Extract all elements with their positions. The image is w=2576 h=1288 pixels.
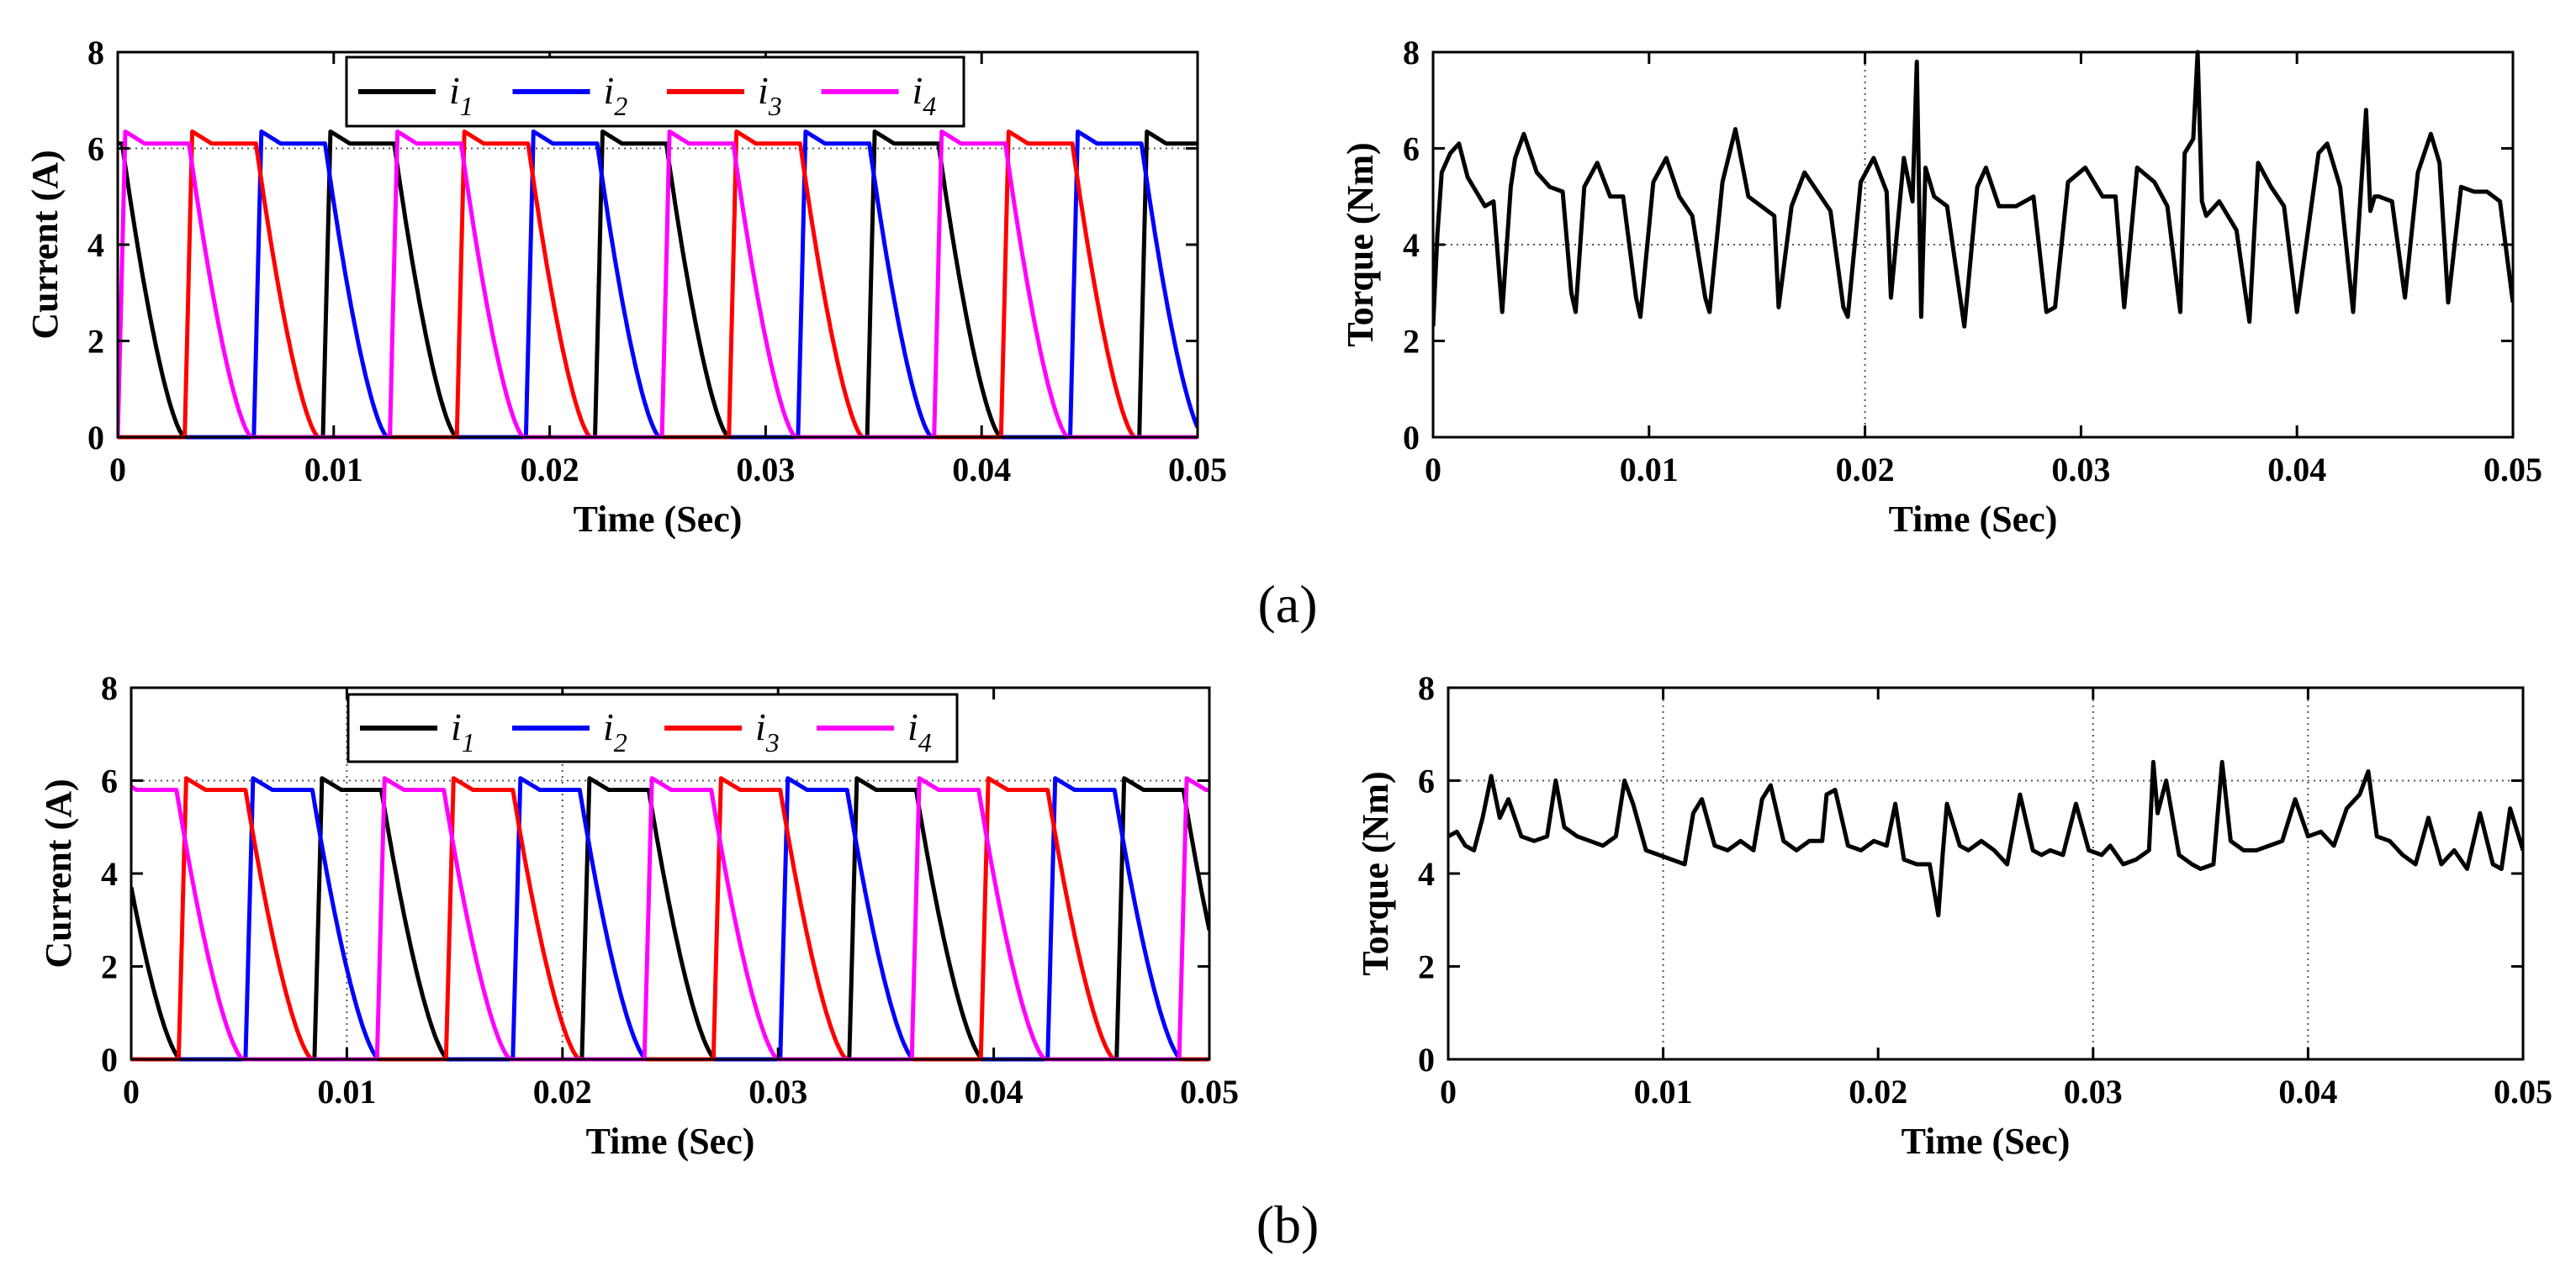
y-tick-label: 8 xyxy=(87,34,104,71)
y-tick-label: 8 xyxy=(1403,34,1420,71)
y-tick-label: 8 xyxy=(101,669,118,707)
y-tick-label: 6 xyxy=(87,130,104,168)
legend: i1 i2 i3 i4 xyxy=(345,55,965,128)
y-axis-label: Torque (Nm) xyxy=(1340,142,1381,346)
y-tick-label: 2 xyxy=(101,948,118,986)
x-tick-label: 0.03 xyxy=(2051,451,2110,488)
legend-label-i4: i4 xyxy=(907,705,932,757)
x-tick-label: 0.04 xyxy=(2267,451,2326,488)
legend-label-i1: i1 xyxy=(451,705,475,757)
legend-label-i2: i2 xyxy=(603,705,627,757)
chart-a-torque: 0 0.01 0.02 0.03 0.04 0.05 0 2 4 6 8 Time (Sec) Torq… xyxy=(1340,34,2542,540)
legend-label-i1: i1 xyxy=(449,69,473,121)
y-tick-label: 4 xyxy=(87,226,104,264)
legend: i1 i2 i3 i4 xyxy=(346,693,959,763)
legend-label-i2: i2 xyxy=(604,69,628,121)
x-tick-label: 0 xyxy=(1440,1073,1457,1111)
y-axis-label: Current (A) xyxy=(24,150,66,339)
y-tick-label: 2 xyxy=(87,323,104,361)
x-tick-label: 0.02 xyxy=(1849,1073,1907,1111)
x-tick-label: 0.03 xyxy=(736,451,795,488)
axes-frame xyxy=(1447,686,2525,1061)
x-tick-label: 0.01 xyxy=(304,451,363,488)
panel-label-b: (b) xyxy=(1256,1195,1320,1254)
x-axis-label: Time (Sec) xyxy=(1889,499,2058,540)
y-tick-label: 4 xyxy=(1403,226,1420,264)
chart-b-torque: 0 0.01 0.02 0.03 0.04 0.05 0 2 4 6 8 Time (Sec) Torq… xyxy=(1355,669,2552,1162)
y-tick-label: 0 xyxy=(87,419,104,457)
x-axis-label: Time (Sec) xyxy=(586,1121,755,1162)
x-tick-label: 0.01 xyxy=(317,1073,376,1111)
x-axis-label: Time (Sec) xyxy=(1902,1121,2071,1162)
legend-label-i4: i4 xyxy=(912,69,937,121)
panel-label-a: (a) xyxy=(1257,574,1317,634)
x-tick-label: 0.05 xyxy=(2483,451,2542,488)
x-tick-label: 0.02 xyxy=(533,1073,592,1111)
x-tick-label: 0 xyxy=(123,1073,140,1111)
y-axis-label: Current (A) xyxy=(38,779,79,968)
y-tick-label: 2 xyxy=(1403,323,1420,361)
chart-a-current: 0 0.01 0.02 0.03 0.04 0.05 0 2 4 6 8 Time (Sec) Curr… xyxy=(24,34,1227,540)
x-tick-label: 0.04 xyxy=(2278,1073,2337,1111)
legend-label-i3: i3 xyxy=(755,705,780,757)
series-line-i3 xyxy=(118,129,1198,440)
x-tick-label: 0.01 xyxy=(1634,1073,1693,1111)
legend-label-i3: i3 xyxy=(758,69,782,121)
chart-b-current: 0 0.01 0.02 0.03 0.04 0.05 0 2 4 6 8 Time (Sec) Curr… xyxy=(38,669,1239,1162)
series-line-torque xyxy=(1433,50,2513,329)
plot-area xyxy=(1433,50,2513,329)
plot-area xyxy=(131,776,1209,1062)
y-tick-label: 6 xyxy=(101,763,118,800)
x-tick-label: 0 xyxy=(109,451,126,488)
x-tick-label: 0.03 xyxy=(748,1073,807,1111)
y-tick-label: 0 xyxy=(101,1041,118,1079)
series-line-torque xyxy=(1448,759,2523,918)
y-tick-label: 4 xyxy=(101,855,118,893)
y-tick-label: 4 xyxy=(1418,855,1435,893)
y-tick-label: 2 xyxy=(1418,948,1435,986)
x-tick-label: 0.05 xyxy=(1180,1073,1239,1111)
y-tick-label: 0 xyxy=(1418,1041,1435,1079)
y-axis-label: Torque (Nm) xyxy=(1355,771,1396,975)
x-tick-label: 0.02 xyxy=(1836,451,1895,488)
x-tick-label: 0.04 xyxy=(952,451,1011,488)
y-tick-label: 0 xyxy=(1403,419,1420,457)
y-tick-label: 6 xyxy=(1418,763,1435,800)
plot-area xyxy=(1448,759,2523,918)
x-axis-label: Time (Sec) xyxy=(574,499,743,540)
x-tick-label: 0.03 xyxy=(2064,1073,2123,1111)
x-tick-label: 0.01 xyxy=(1620,451,1679,488)
y-tick-label: 8 xyxy=(1418,669,1435,707)
x-tick-label: 0.04 xyxy=(965,1073,1024,1111)
x-tick-label: 0.05 xyxy=(2494,1073,2552,1111)
x-tick-label: 0.05 xyxy=(1168,451,1227,488)
x-tick-label: 0.02 xyxy=(521,451,579,488)
x-tick-label: 0 xyxy=(1425,451,1441,488)
y-tick-label: 6 xyxy=(1403,130,1420,168)
plot-area xyxy=(118,129,1198,440)
